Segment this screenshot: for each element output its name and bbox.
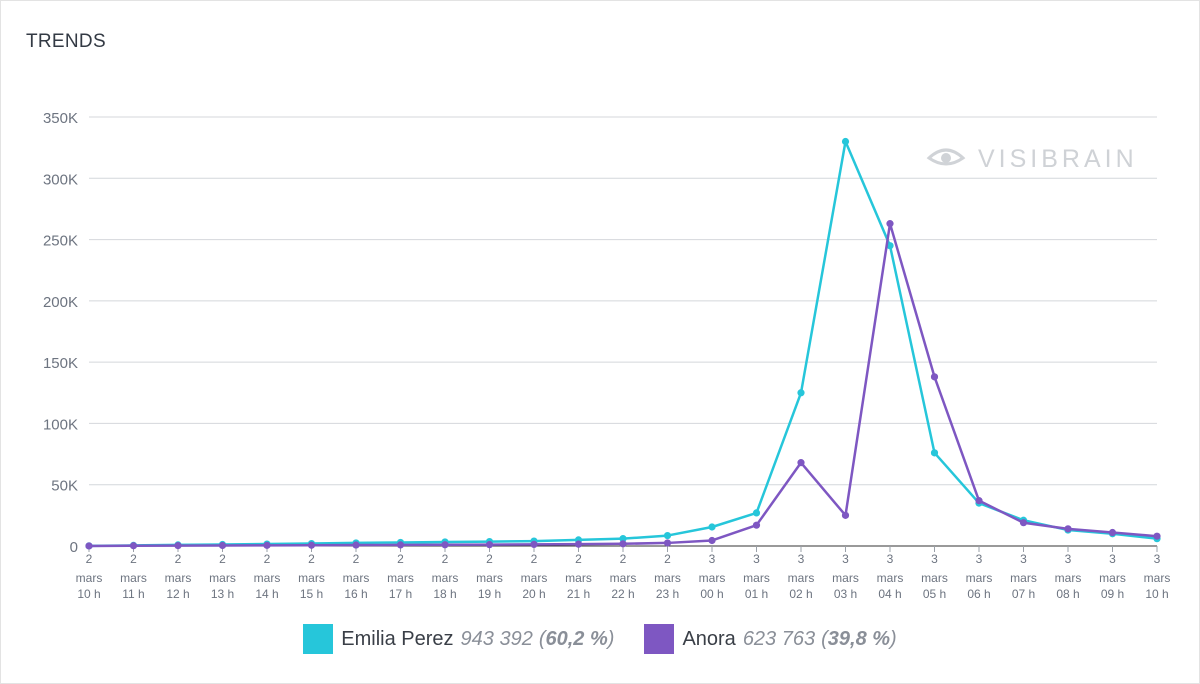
data-point-anora [1064,525,1072,533]
data-point-emilia-perez [797,389,805,397]
legend-label: Emilia Perez [341,627,454,650]
data-point-anora [263,541,271,549]
data-point-anora [841,511,850,519]
y-tick-label: 100K [43,416,78,433]
data-point-emilia-perez [619,535,627,543]
data-point-emilia-perez [752,509,761,517]
x-tick-label: 2 mars 15 h [298,552,325,601]
data-point-anora [396,541,405,549]
data-point-anora [752,521,761,529]
eye-icon [926,148,966,166]
data-point-anora [797,459,805,467]
legend-percent: (39,8 %) [821,627,897,650]
data-point-anora [708,536,716,545]
x-tick-label: 2 mars 22 h [610,552,637,601]
y-tick-label: 300K [43,171,78,188]
data-point-anora [307,541,316,549]
data-point-anora [574,540,583,548]
x-tick-label: 3 mars 06 h [966,552,993,601]
x-tick-label: 3 mars 03 h [832,552,859,601]
x-tick-label: 2 mars 13 h [209,552,236,601]
legend-percent: (60,2 %) [538,627,615,650]
data-point-anora [218,541,227,550]
x-tick-label: 3 mars 10 h [1144,552,1171,601]
data-point-emilia-perez [886,242,894,250]
x-tick-label: 2 mars 18 h [432,552,459,601]
data-point-emilia-perez [663,531,672,540]
data-point-emilia-perez [930,449,939,457]
data-point-anora [85,542,93,550]
x-tick-label: 2 mars 19 h [476,552,503,601]
page-title: TRENDS [26,31,106,52]
legend-item-emilia-perez[interactable]: Emilia Perez 943 392 (60,2 %) [303,624,614,654]
data-point-anora [1108,528,1117,537]
x-tick-label: 2 mars 21 h [565,552,592,601]
data-point-anora [886,220,894,228]
legend-label: Anora [682,627,736,650]
watermark-logo: VISIBRAIN [926,145,1138,173]
y-tick-label: 200K [43,294,78,311]
data-point-anora [441,541,449,549]
chart-legend: Emilia Perez 943 392 (60,2 %) Anora 623 … [0,624,1200,654]
data-point-anora [975,497,983,505]
x-tick-label: 3 mars 08 h [1055,552,1082,601]
x-tick-label: 2 mars 20 h [521,552,548,601]
y-tick-label: 250K [43,233,78,250]
x-tick-label: 2 mars 10 h [76,552,103,601]
x-tick-label: 2 mars 16 h [343,552,370,601]
y-tick-label: 350K [43,110,78,127]
data-point-anora [930,373,939,381]
x-tick-label: 3 mars 05 h [921,552,948,601]
data-point-anora [352,541,360,549]
watermark-text: VISIBRAIN [978,145,1138,173]
data-point-anora [1019,519,1028,527]
x-tick-label: 2 mars 23 h [654,552,681,601]
x-tick-label: 3 mars 01 h [743,552,770,601]
data-point-anora [619,540,627,548]
legend-total: 943 392 [460,627,533,650]
x-tick-label: 2 mars 11 h [120,552,147,601]
legend-swatch-emilia-perez [303,624,334,654]
legend-swatch-anora [644,624,675,654]
data-point-anora [663,539,672,547]
series-line-emilia-perez [88,140,1158,548]
x-tick-label: 3 mars 02 h [788,552,815,601]
x-tick-label: 2 mars 14 h [254,552,281,601]
data-point-emilia-perez [708,523,716,531]
x-tick-label: 3 mars 04 h [877,552,904,601]
data-point-anora [1153,532,1161,540]
x-tick-label: 2 mars 12 h [165,552,192,601]
legend-item-anora[interactable]: Anora 623 763 (39,8 %) [644,624,897,654]
data-point-anora [530,540,538,549]
data-point-emilia-perez [841,137,850,146]
x-tick-label: 3 mars 09 h [1099,552,1126,601]
y-tick-label: 150K [43,355,78,372]
y-tick-label: 50K [51,478,78,495]
y-tick-label: 0 [70,539,78,556]
x-tick-label: 3 mars 07 h [1010,552,1037,601]
data-point-anora [485,541,494,549]
data-point-anora [129,542,138,550]
legend-total: 623 763 [742,627,816,650]
data-point-anora [174,542,182,550]
x-tick-label: 2 mars 17 h [387,552,414,601]
x-tick-label: 3 mars 00 h [699,552,726,601]
series-line-anora [88,222,1158,548]
